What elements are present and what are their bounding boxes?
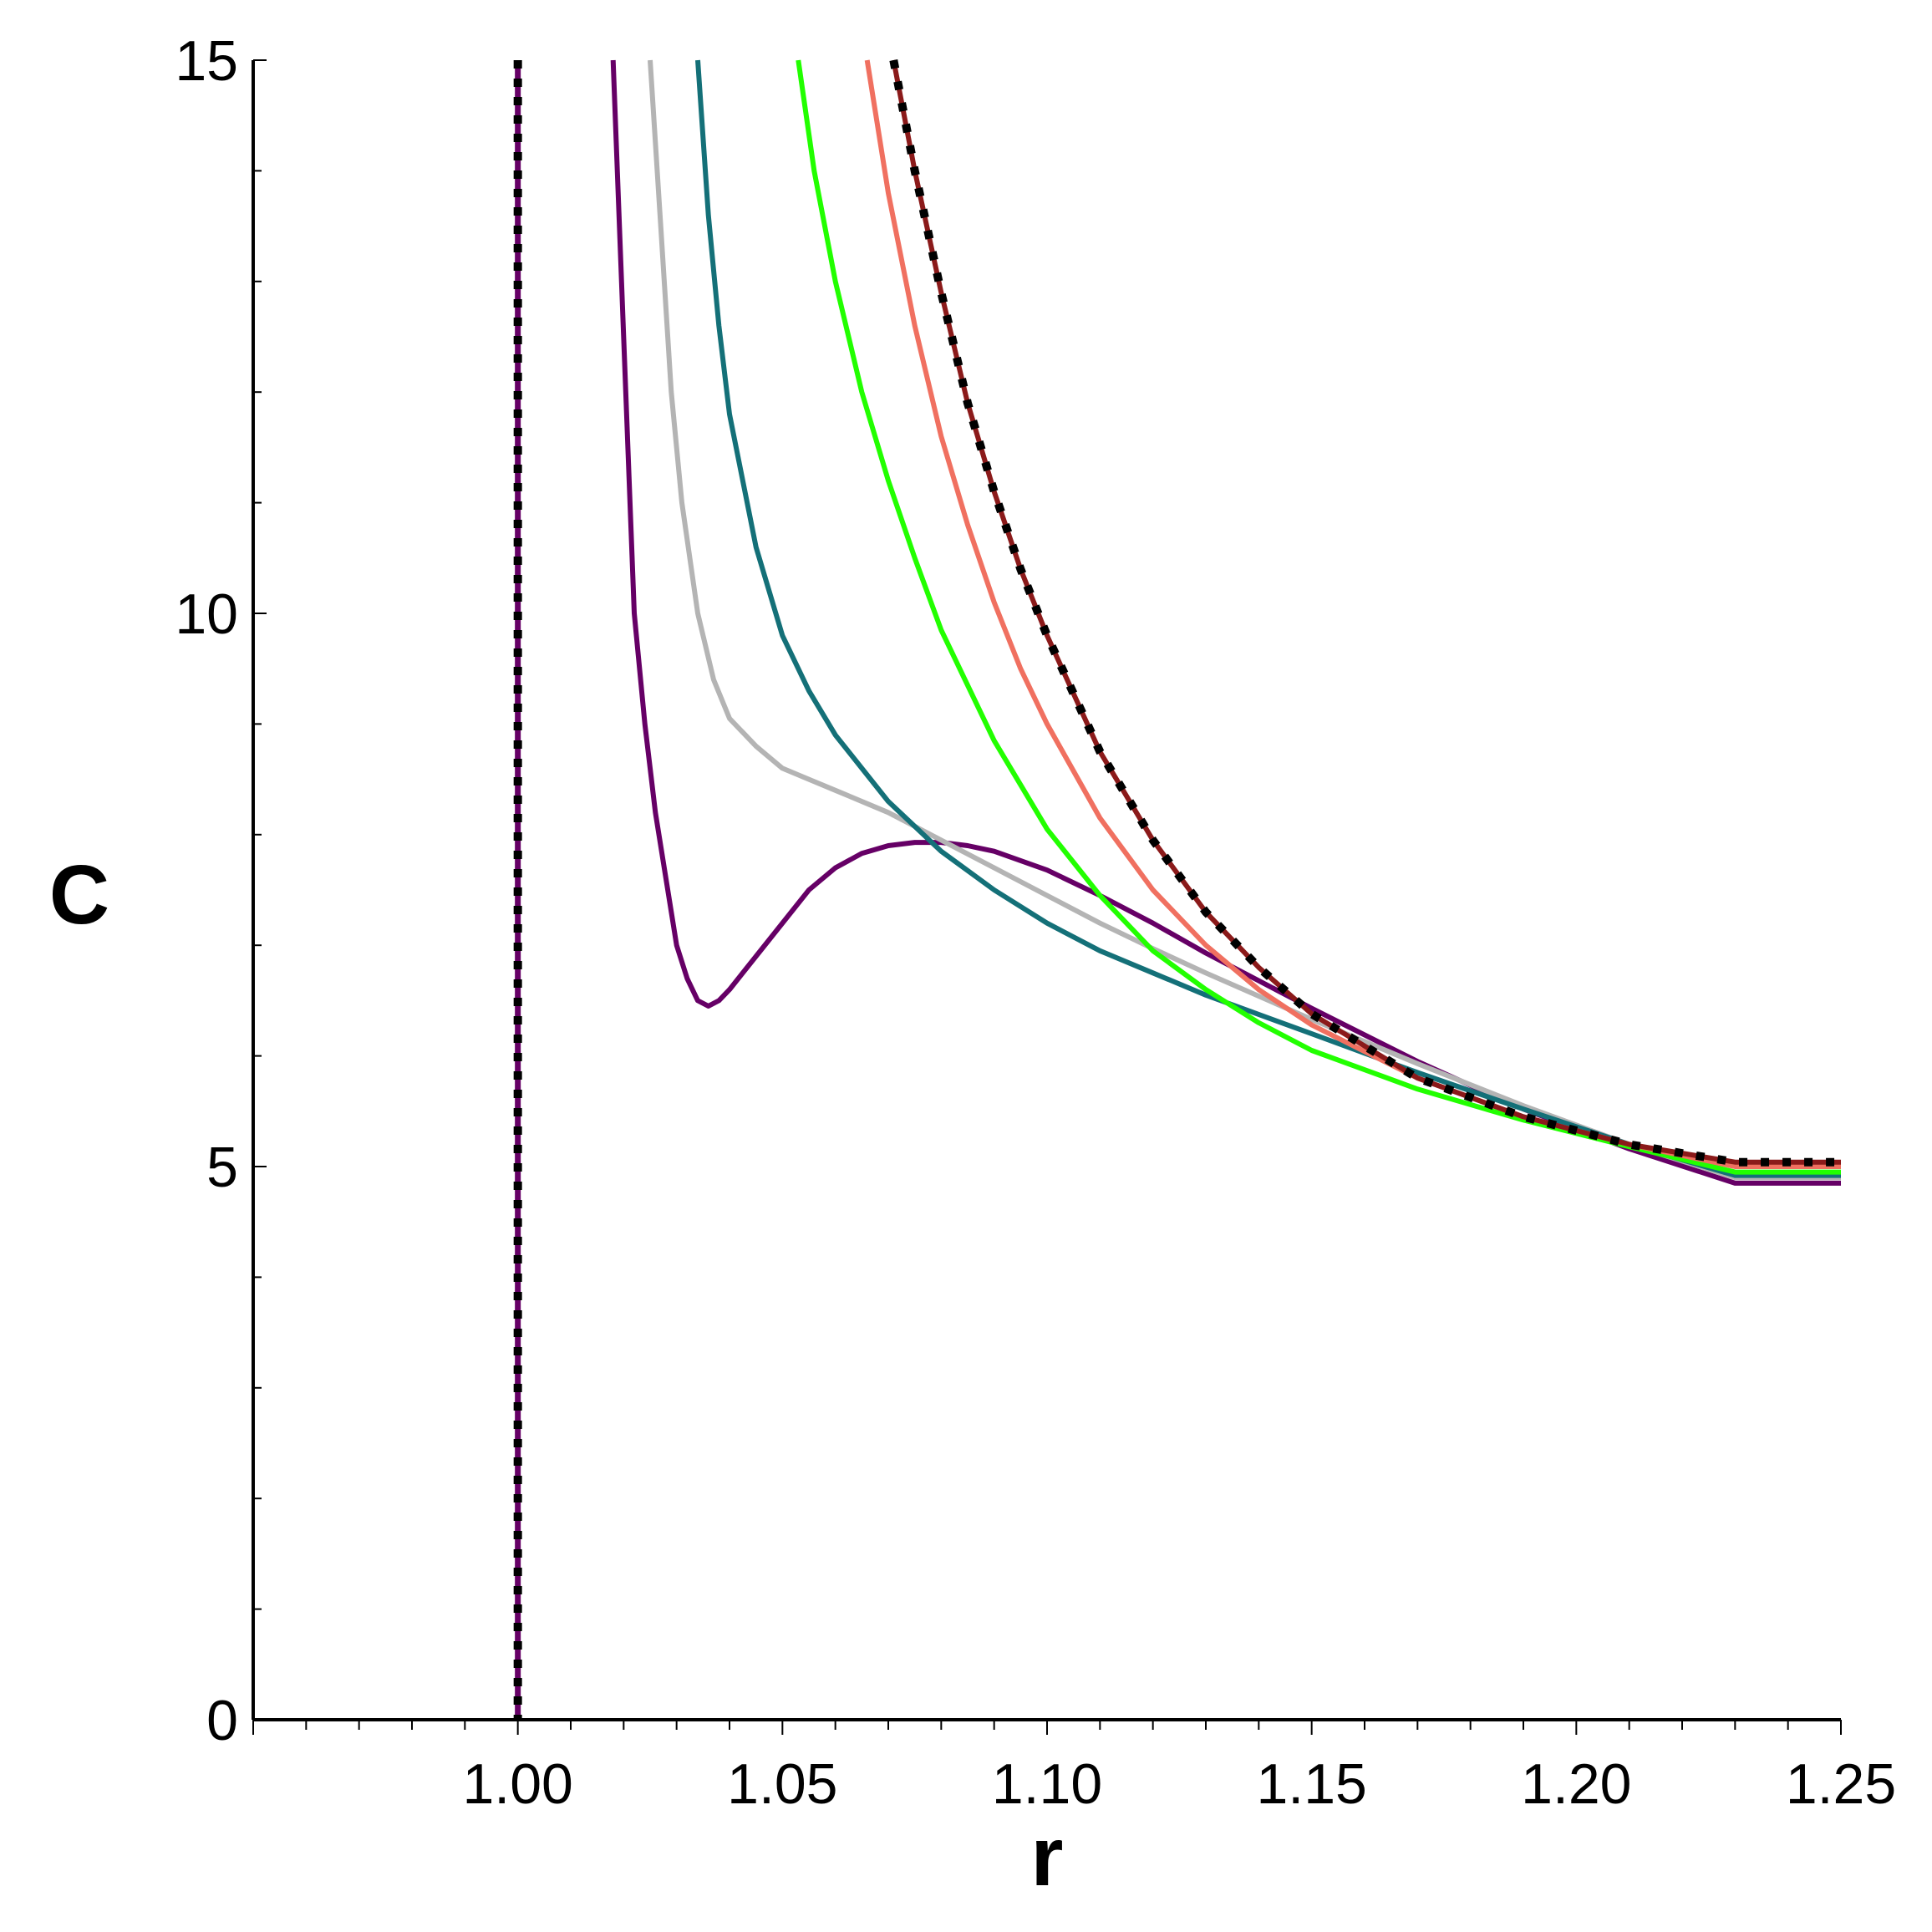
y-tick-label: 5 [206, 1136, 238, 1199]
x-tick-label: 1.10 [992, 1752, 1102, 1816]
series-line-teal [695, 59, 1841, 1178]
x-tick-label: 1.20 [1521, 1752, 1631, 1816]
y-tick-label: 15 [175, 29, 238, 93]
series-line-green [796, 59, 1841, 1175]
x-axis-title: r [1031, 1810, 1064, 1904]
y-tick-label: 0 [206, 1689, 238, 1752]
series-line-dotted-reference [889, 59, 1841, 1167]
plot-area [513, 59, 1841, 1720]
y-axis-title: C [49, 848, 109, 942]
y-tick-label: 10 [175, 582, 238, 646]
x-tick-label: 1.15 [1256, 1752, 1366, 1816]
series-line-salmon [864, 59, 1841, 1169]
x-tick-label: 1.00 [462, 1752, 572, 1816]
x-tick-label: 1.05 [727, 1752, 837, 1816]
series-line-purple [610, 59, 1841, 1186]
x-tick-label: 1.25 [1786, 1752, 1896, 1816]
